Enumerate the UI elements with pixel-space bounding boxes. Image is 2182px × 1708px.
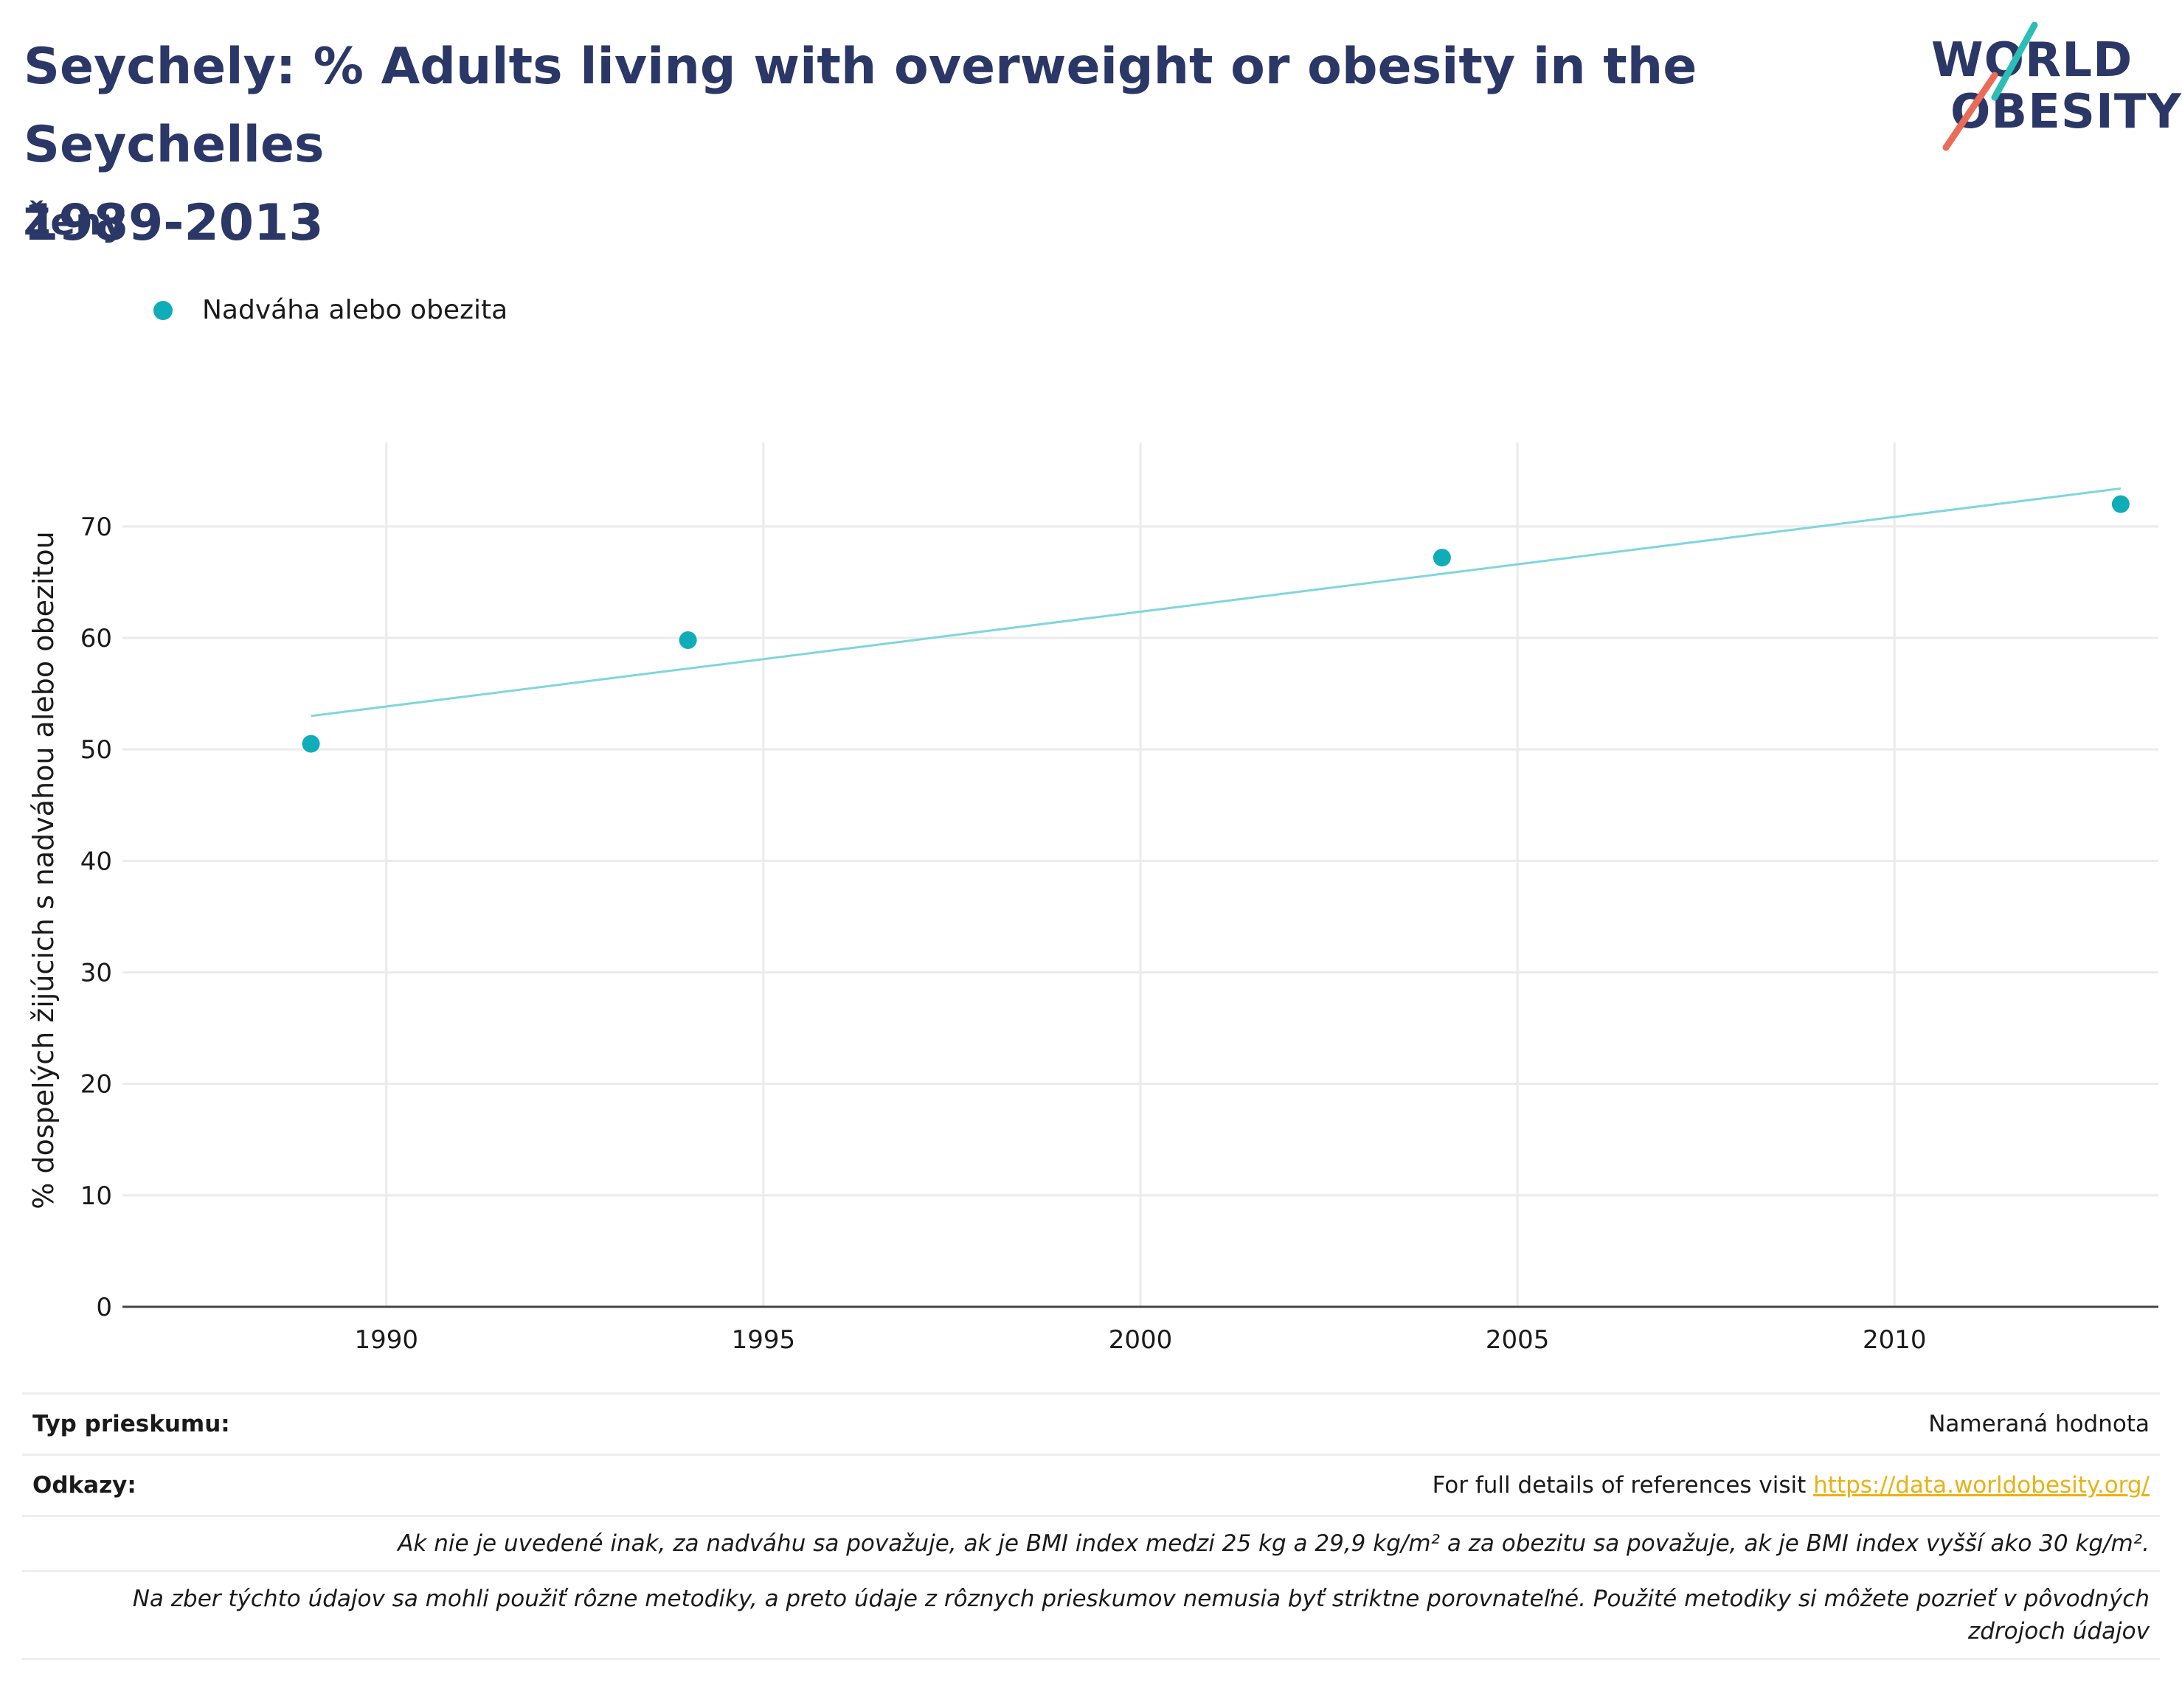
survey-type-value: Nameraná hodnota (1928, 1411, 2150, 1437)
y-tick-label: 0 (96, 1293, 112, 1322)
references-text: For full details of references visit (1432, 1472, 1814, 1499)
logo-line2: OBESITY (1950, 85, 2182, 139)
y-tick-label: 30 (80, 958, 112, 987)
methodology-note: Na zber týchto údajov sa mohli použiť rô… (22, 1570, 2160, 1660)
data-point (1433, 549, 1451, 567)
chart-subtitle: Ženy (24, 201, 126, 243)
y-tick-label: 50 (80, 735, 112, 765)
data-point (302, 735, 320, 753)
references-row: Odkazy: For full details of references v… (22, 1454, 2160, 1515)
references-label: Odkazy: (32, 1472, 136, 1499)
x-tick-label: 2005 (1486, 1325, 1550, 1355)
x-tick-label: 1990 (355, 1325, 419, 1355)
legend-label: Nadváha alebo obezita (202, 295, 508, 325)
chart-title-line1: Seychely: % Adults living with overweigh… (24, 38, 1697, 174)
logo-slash-icon (1942, 22, 2038, 151)
chart-footer: Typ prieskumu: Nameraná hodnota Odkazy: … (22, 1392, 2160, 1660)
y-axis-title: % dospelých žijúcich s nadváhou alebo ob… (27, 531, 60, 1209)
x-tick-label: 1995 (732, 1325, 796, 1355)
chart-legend[interactable]: Nadváha alebo obezita (153, 295, 508, 325)
chart-title-line2: 1989-2013 (24, 194, 324, 252)
y-tick-label: 10 (80, 1181, 112, 1211)
y-tick-label: 70 (80, 513, 112, 542)
survey-type-label: Typ prieskumu: (32, 1411, 230, 1437)
bmi-definition-text: Ak nie je uvedené inak, za nadváhu sa po… (398, 1530, 2150, 1557)
trend-line (311, 487, 2122, 718)
legend-marker (153, 300, 173, 320)
y-tick-label: 60 (80, 624, 112, 653)
x-tick-label: 2010 (1863, 1325, 1927, 1355)
logo-line1: WORLD (1931, 33, 2133, 88)
x-tick-label: 2000 (1109, 1325, 1173, 1355)
y-tick-label: 20 (80, 1070, 112, 1100)
y-tick-label: 40 (80, 847, 112, 876)
references-link[interactable]: https://data.worldobesity.org/ (1813, 1472, 2150, 1499)
data-point (679, 631, 697, 650)
data-point (2111, 495, 2130, 513)
methodology-text: Na zber týchto údajov sa mohli použiť rô… (132, 1586, 2150, 1645)
chart-title: Seychely: % Adults living with overweigh… (24, 28, 1883, 263)
scatter-chart: 0 10 20 30 40 50 60 70 1990 1995 2000 2005 2010 % dos… (27, 442, 2158, 1355)
world-obesity-logo: WORLD OBESITY (1924, 22, 2181, 155)
bmi-definition-note: Ak nie je uvedené inak, za nadváhu sa po… (22, 1515, 2160, 1570)
references-value: For full details of references visit htt… (1433, 1472, 2150, 1499)
survey-type-row: Typ prieskumu: Nameraná hodnota (22, 1392, 2160, 1454)
